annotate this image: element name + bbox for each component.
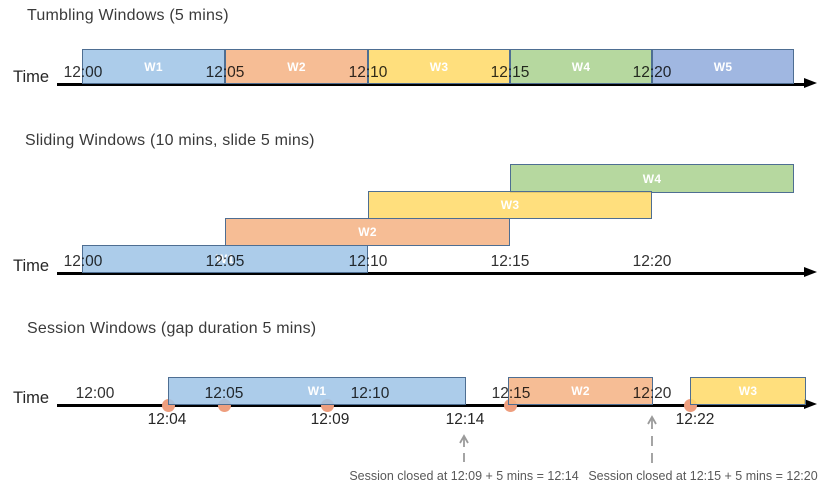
session-window-w3: W3 <box>690 377 806 405</box>
tumbling-tick-1210: 12:10 <box>348 64 388 81</box>
tumbling-timeline-axis <box>57 83 806 86</box>
session-time-axis-label: Time <box>13 389 50 407</box>
tumbling-window-w5: W5 <box>652 49 794 84</box>
session-timeline-arrowhead-icon <box>804 399 817 409</box>
session-section-title: Session Windows (gap duration 5 mins) <box>27 320 317 337</box>
sliding-tick-1205: 12:05 <box>205 253 245 270</box>
session-timeline-axis <box>57 404 806 407</box>
tumbling-window-w1: W1 <box>82 49 225 84</box>
event-time-label-1204: 12:04 <box>147 411 187 428</box>
tumbling-section-title: Tumbling Windows (5 mins) <box>27 7 229 24</box>
tumbling-time-axis-label: Time <box>13 68 50 86</box>
window-label-w2: W2 <box>358 225 377 239</box>
sliding-tick-1220: 12:20 <box>632 253 672 270</box>
dashed-up-arrow-icon <box>459 434 469 467</box>
session-tick-1215: 12:15 <box>491 385 531 402</box>
session-close-annotation-2: Session closed at 12:15 + 5 mins = 12:20 <box>588 469 818 483</box>
session-window-w2: W2 <box>508 377 653 405</box>
session-close-annotation-1: Session closed at 12:09 + 5 mins = 12:14 <box>349 469 579 483</box>
tumbling-tick-1205: 12:05 <box>205 64 245 81</box>
event-time-label-1222: 12:22 <box>675 411 715 428</box>
session-close-time-label-1214: 12:14 <box>445 411 485 428</box>
tumbling-window-w2: W2 <box>225 49 368 84</box>
sliding-tick-1215: 12:15 <box>490 253 530 270</box>
window-label-w1: W1 <box>215 252 235 266</box>
dashed-up-arrow-icon <box>647 415 657 465</box>
tumbling-tick-1200: 12:00 <box>63 64 103 81</box>
sliding-window-w3: W3 <box>368 191 652 219</box>
sliding-tick-1210: 12:10 <box>348 253 388 270</box>
window-label-w1: W1 <box>144 59 163 74</box>
tumbling-tick-1220: 12:20 <box>632 64 672 81</box>
tumbling-window-w4: W4 <box>510 49 652 84</box>
window-label-w3: W3 <box>500 198 520 212</box>
tumbling-timeline-arrowhead-icon <box>804 78 817 88</box>
session-tick-1210: 12:10 <box>350 385 390 402</box>
sliding-window-w4: W4 <box>510 164 794 193</box>
sliding-window-w1: W1 <box>82 245 368 273</box>
sliding-timeline-axis <box>57 272 806 275</box>
window-label-w1: W1 <box>307 384 327 398</box>
tumbling-window-w3: W3 <box>368 49 510 84</box>
sliding-timeline-arrowhead-icon <box>804 267 817 277</box>
session-tick-1205: 12:05 <box>204 385 244 402</box>
sliding-section-title: Sliding Windows (10 mins, slide 5 mins) <box>25 132 315 149</box>
window-label-w4: W4 <box>571 59 591 74</box>
sliding-time-axis-label: Time <box>13 257 50 275</box>
window-label-w2: W2 <box>287 59 306 74</box>
event-time-label-1209: 12:09 <box>310 411 350 428</box>
window-label-w2: W2 <box>571 384 590 398</box>
session-tick-1220: 12:20 <box>632 385 672 402</box>
window-label-w4: W4 <box>642 171 662 186</box>
window-label-w3: W3 <box>429 59 449 74</box>
session-window-w1: W1 <box>168 377 466 405</box>
sliding-window-w2: W2 <box>225 218 510 246</box>
window-label-w3: W3 <box>738 384 758 398</box>
sliding-tick-1200: 12:00 <box>63 253 103 270</box>
session-tick-1200: 12:00 <box>75 385 115 402</box>
tumbling-tick-1215: 12:15 <box>490 64 530 81</box>
window-label-w5: W5 <box>713 59 733 74</box>
